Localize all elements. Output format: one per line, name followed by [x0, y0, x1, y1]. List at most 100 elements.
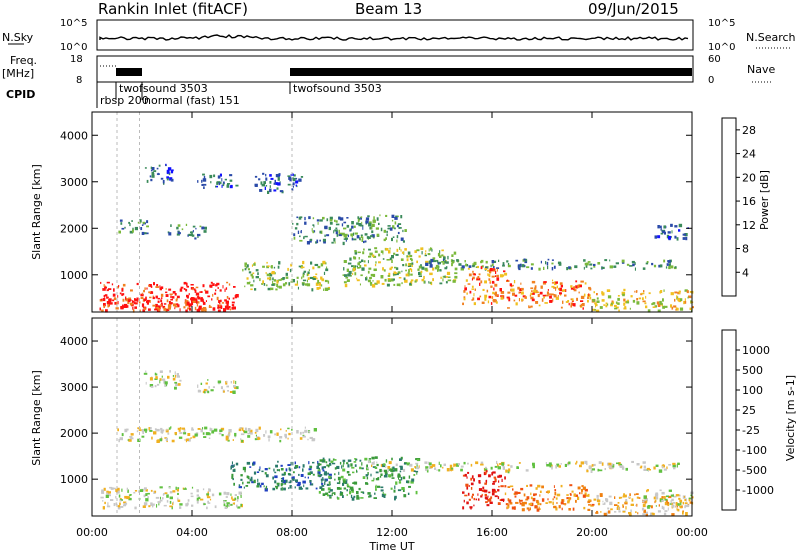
- echo-cell: [165, 291, 168, 294]
- echo-region: [421, 258, 677, 271]
- echo-cell: [246, 475, 249, 479]
- echo-cell: [188, 305, 191, 308]
- echo-cell: [270, 177, 274, 180]
- echo-cell: [423, 275, 425, 280]
- echo-cell: [504, 485, 507, 488]
- echo-cell: [314, 263, 319, 266]
- echo-cell: [356, 222, 359, 225]
- echo-cell: [408, 475, 411, 479]
- echo-cell: [622, 504, 624, 507]
- echo-cell: [160, 436, 163, 440]
- echo-cell: [264, 472, 267, 475]
- echo-cell: [618, 507, 620, 511]
- echo-cell: [374, 492, 376, 495]
- echo-cell: [418, 255, 421, 258]
- echo-cell: [551, 285, 555, 288]
- echo-cell: [667, 507, 669, 511]
- echo-cell: [481, 265, 484, 268]
- echo-cell: [106, 289, 109, 292]
- echo-cell: [265, 430, 267, 434]
- echo-cell: [371, 284, 376, 288]
- echo-cell: [154, 308, 158, 311]
- echo-cell: [629, 493, 631, 496]
- station-title: Rankin Inlet (fitACF): [98, 0, 248, 18]
- echo-cell: [663, 468, 667, 471]
- echo-cell: [491, 472, 494, 476]
- echo-cell: [156, 504, 158, 508]
- echo-cell: [629, 513, 632, 517]
- echo-cell: [253, 263, 256, 266]
- echo-cell: [641, 507, 645, 511]
- echo-cell: [588, 293, 590, 297]
- echo-cell: [294, 227, 298, 230]
- echo-cell: [315, 282, 319, 286]
- echo-cell: [593, 264, 596, 268]
- echo-cell: [575, 499, 577, 503]
- echo-cell: [688, 295, 692, 299]
- echo-cell: [130, 437, 134, 440]
- echo-cell: [231, 496, 233, 500]
- echo-cell: [215, 284, 218, 287]
- echo-cell: [357, 262, 360, 266]
- echo-cell: [614, 304, 617, 308]
- echo-cell: [289, 268, 292, 273]
- echo-cell: [587, 261, 591, 263]
- echo-cell: [298, 265, 301, 268]
- echo-cell: [472, 265, 475, 268]
- echo-cell: [362, 491, 365, 494]
- echo-cell: [309, 471, 313, 474]
- echo-cell: [279, 436, 283, 439]
- echo-cell: [588, 499, 591, 501]
- echo-cell: [119, 499, 122, 502]
- echo-cell: [168, 486, 171, 489]
- echo-cell: [369, 252, 373, 256]
- echo-cell: [370, 473, 372, 477]
- echo-region: [462, 265, 508, 306]
- echo-cell: [659, 264, 663, 268]
- echo-cell: [581, 489, 584, 492]
- echo-cell: [298, 178, 302, 182]
- echo-cell: [488, 491, 491, 494]
- echo-cell: [547, 498, 549, 501]
- echo-cell: [208, 386, 210, 389]
- echo-cell: [248, 430, 250, 434]
- echo-cell: [224, 178, 227, 181]
- echo-cell: [492, 481, 496, 483]
- echo-cell: [530, 287, 534, 290]
- echo-cell: [390, 468, 394, 472]
- echo-cell: [351, 225, 354, 229]
- echo-cell: [139, 489, 143, 492]
- echo-cell: [666, 501, 670, 506]
- echo-cell: [219, 301, 221, 305]
- echo-cell: [442, 466, 444, 469]
- echo-cell: [357, 218, 360, 223]
- echo-cell: [460, 465, 464, 468]
- echo-cell: [493, 260, 497, 263]
- echo-cell: [369, 276, 372, 280]
- echo-cell: [449, 464, 453, 468]
- echo-cell: [407, 480, 410, 484]
- echo-cell: [560, 463, 562, 465]
- echo-cell: [168, 232, 172, 236]
- echo-cell: [244, 262, 247, 266]
- echo-cell: [494, 291, 497, 295]
- echo-cell: [327, 487, 331, 491]
- echo-cell: [353, 495, 356, 498]
- echo-cell: [387, 225, 391, 227]
- echo-cell: [150, 385, 154, 388]
- echo-cell: [480, 463, 484, 466]
- echo-cell: [425, 260, 429, 265]
- echo-cell: [208, 437, 211, 439]
- echo-cell: [548, 501, 552, 504]
- echo-cell: [406, 258, 409, 262]
- echo-cell: [217, 309, 221, 312]
- echo-cell: [298, 216, 302, 220]
- echo-cell: [209, 174, 213, 179]
- echo-cell: [403, 494, 407, 498]
- echo-cell: [149, 430, 153, 432]
- echo-cell: [378, 261, 381, 264]
- echo-cell: [322, 238, 326, 243]
- echo-cell: [138, 490, 140, 493]
- echo-cell: [410, 273, 413, 276]
- echo-cell: [363, 240, 365, 244]
